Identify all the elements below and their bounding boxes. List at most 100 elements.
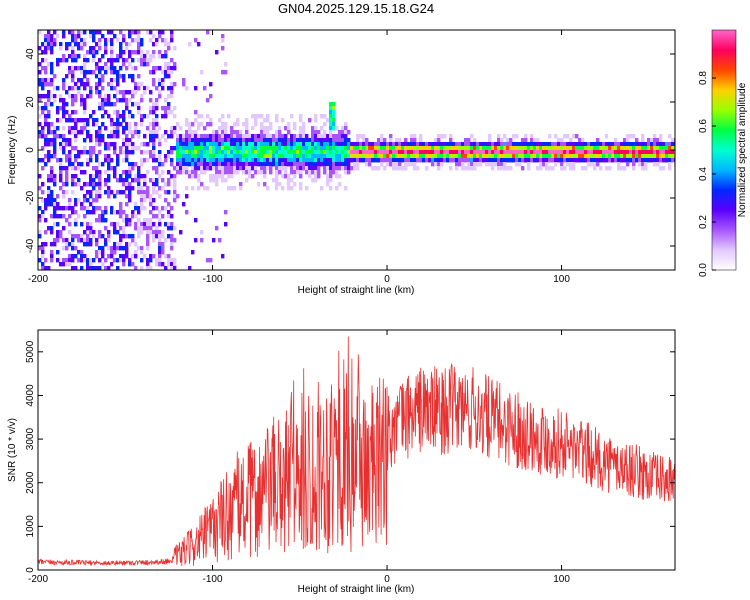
heatmap-cell <box>38 230 42 235</box>
heatmap-cell <box>149 38 153 43</box>
heatmap-cell <box>527 166 531 171</box>
heatmap-cell <box>203 166 207 171</box>
heatmap-cell <box>275 158 279 163</box>
heatmap-cell <box>479 154 483 159</box>
heatmap-cell <box>602 146 606 151</box>
heatmap-cell <box>44 114 48 119</box>
heatmap-cell <box>191 166 195 171</box>
heatmap-cell <box>86 190 90 195</box>
heatmap-cell <box>503 150 507 155</box>
heatmap-cell <box>242 142 246 147</box>
heatmap-cell <box>368 158 372 163</box>
heatmap-cell <box>167 42 171 47</box>
heatmap-cell <box>77 214 81 219</box>
heatmap-cell <box>221 158 225 163</box>
heatmap-cell <box>89 94 93 99</box>
heatmap-cell <box>137 102 141 107</box>
heatmap-cell <box>620 154 624 159</box>
heatmap-cell <box>83 122 87 127</box>
heatmap-cell <box>137 46 141 51</box>
heatmap-cell <box>545 162 549 167</box>
heatmap-cell <box>605 150 609 155</box>
heatmap-cell <box>635 146 639 151</box>
heatmap-cell <box>293 158 297 163</box>
heatmap-cell <box>248 154 252 159</box>
heatmap-cell <box>200 238 204 243</box>
heatmap-cell <box>305 150 309 155</box>
heatmap-cell <box>581 138 585 143</box>
heatmap-cell <box>158 126 162 131</box>
heatmap-cell <box>647 142 651 147</box>
heatmap-cell <box>203 134 207 139</box>
heatmap-cell <box>167 202 171 207</box>
heatmap-cell <box>119 122 123 127</box>
heatmap-cell <box>515 158 519 163</box>
heatmap-cell <box>347 146 351 151</box>
heatmap-cell <box>122 170 126 175</box>
heatmap-cell <box>44 82 48 87</box>
heatmap-cell <box>125 58 129 63</box>
heatmap-cell <box>107 114 111 119</box>
heatmap-cell <box>83 194 87 199</box>
heatmap-cell <box>77 258 81 263</box>
heatmap-cell <box>122 210 126 215</box>
heatmap-cell <box>38 186 42 191</box>
heatmap-cell <box>230 154 234 159</box>
heatmap-cell <box>62 138 66 143</box>
heatmap-cell <box>80 66 84 71</box>
heatmap-cell <box>293 146 297 151</box>
heatmap-cell <box>236 158 240 163</box>
heatmap-cell <box>365 154 369 159</box>
heatmap-cell <box>89 114 93 119</box>
heatmap-cell <box>572 134 576 139</box>
heatmap-cell <box>83 42 87 47</box>
heatmap-cell <box>434 150 438 155</box>
heatmap-cell <box>98 250 102 255</box>
heatmap-cell <box>536 166 540 171</box>
heatmap-cell <box>170 206 174 211</box>
heatmap-cell <box>125 158 129 163</box>
y-tick-label: 4000 <box>25 384 36 407</box>
heatmap-cell <box>188 150 192 155</box>
heatmap-cell <box>332 162 336 167</box>
heatmap-cell <box>224 146 228 151</box>
heatmap-cell <box>641 134 645 139</box>
heatmap-cell <box>311 126 315 131</box>
heatmap-cell <box>440 146 444 151</box>
heatmap-cell <box>527 146 531 151</box>
heatmap-cell <box>137 42 141 47</box>
heatmap-cell <box>575 158 579 163</box>
heatmap-cell <box>98 194 102 199</box>
heatmap-cell <box>95 154 99 159</box>
heatmap-cell <box>251 138 255 143</box>
heatmap-cell <box>92 110 96 115</box>
heatmap-cell <box>596 138 600 143</box>
heatmap-cell <box>614 154 618 159</box>
heatmap-cell <box>293 170 297 175</box>
heatmap-cell <box>215 162 219 167</box>
heatmap-cell <box>569 154 573 159</box>
heatmap-cell <box>305 134 309 139</box>
heatmap-cell <box>155 66 159 71</box>
heatmap-cell <box>308 162 312 167</box>
heatmap-cell <box>509 138 513 143</box>
heatmap-cell <box>134 214 138 219</box>
heatmap-cell <box>113 94 117 99</box>
heatmap-cell <box>212 158 216 163</box>
heatmap-cell <box>299 162 303 167</box>
heatmap-cell <box>260 142 264 147</box>
heatmap-cell <box>254 162 258 167</box>
heatmap-cell <box>80 102 84 107</box>
heatmap-cell <box>305 158 309 163</box>
heatmap-cell <box>197 166 201 171</box>
heatmap-cell <box>395 146 399 151</box>
x-tick-label: 100 <box>553 274 570 285</box>
heatmap-cell <box>134 50 138 55</box>
heatmap-cell <box>89 90 93 95</box>
heatmap-cell <box>365 142 369 147</box>
heatmap-cell <box>95 250 99 255</box>
heatmap-cell <box>155 158 159 163</box>
heatmap-cell <box>98 78 102 83</box>
heatmap-cell <box>548 146 552 151</box>
heatmap-cell <box>53 198 57 203</box>
